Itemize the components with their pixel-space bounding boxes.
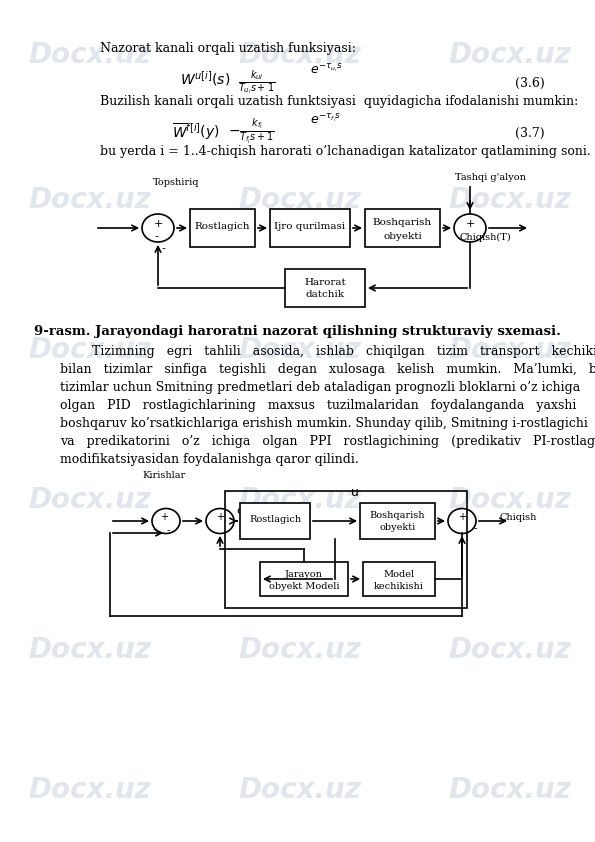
Text: obyekti: obyekti (380, 523, 416, 532)
Text: $e^{-\tau_{u_i}s}$: $e^{-\tau_{u_i}s}$ (310, 63, 343, 77)
Bar (285, 269, 365, 307)
Text: Docx.uz: Docx.uz (239, 336, 361, 364)
Text: +: + (216, 512, 224, 522)
Text: $-\frac{k_{f_i}}{T_{f_i}s+1}$: $-\frac{k_{f_i}}{T_{f_i}s+1}$ (228, 117, 275, 147)
Bar (260, 562, 348, 596)
Text: e1: e1 (236, 506, 250, 516)
Text: -: - (152, 524, 156, 534)
Text: Docx.uz: Docx.uz (239, 636, 361, 664)
Text: Docx.uz: Docx.uz (239, 186, 361, 214)
Text: $\frac{k_{ui}}{T_{u_i}s+1}$: $\frac{k_{ui}}{T_{u_i}s+1}$ (238, 69, 275, 97)
Text: Tizimning   egri   tahlili   asosida,   ishlab   chiqilgan   tizim   transport  : Tizimning egri tahlili asosida, ishlab c… (60, 345, 595, 358)
Text: Docx.uz: Docx.uz (449, 336, 571, 364)
Text: Docx.uz: Docx.uz (449, 41, 571, 69)
Text: boshqaruv ko’rsatkichlariga erishish mumkin. Shunday qilib, Smitning i-rostlagic: boshqaruv ko’rsatkichlariga erishish mum… (60, 417, 588, 430)
Text: bu yerda i = 1..4-chiqish harorati o’lchanadigan katalizator qatlamining soni.: bu yerda i = 1..4-chiqish harorati o’lch… (100, 145, 591, 158)
Text: olgan   PID   rostlagichlarining   maxsus   tuzilmalaridan   foydalanganda   yax: olgan PID rostlagichlarining maxsus tuzi… (60, 399, 577, 412)
Text: Boshqarish: Boshqarish (369, 511, 425, 520)
Text: Docx.uz: Docx.uz (29, 186, 152, 214)
Text: Docx.uz: Docx.uz (239, 486, 361, 514)
Text: Chiqish: Chiqish (500, 513, 537, 522)
Bar (363, 562, 435, 596)
Text: Rostlagich: Rostlagich (195, 222, 250, 231)
Text: Docx.uz: Docx.uz (239, 41, 361, 69)
Text: Model: Model (383, 570, 415, 579)
Text: Kirishlar: Kirishlar (142, 471, 185, 480)
Text: Harorat: Harorat (304, 278, 346, 287)
Text: Docx.uz: Docx.uz (449, 186, 571, 214)
Text: 9-rasm. Jarayondagi haroratni nazorat qilishning strukturaviy sxemasi.: 9-rasm. Jarayondagi haroratni nazorat qi… (33, 325, 560, 338)
Text: Docx.uz: Docx.uz (449, 636, 571, 664)
Text: -: - (166, 525, 170, 535)
Text: Rostlagich: Rostlagich (249, 515, 301, 524)
Text: obyekti: obyekti (383, 232, 422, 241)
Text: datchik: datchik (305, 290, 345, 299)
Text: obyekt Modeli: obyekt Modeli (269, 582, 339, 591)
Text: +: + (458, 512, 466, 522)
Text: Ijro qurilmasi: Ijro qurilmasi (274, 222, 346, 231)
Text: +: + (160, 512, 168, 522)
Text: kechikishi: kechikishi (374, 582, 424, 591)
Bar (270, 209, 350, 247)
Bar (190, 209, 255, 247)
Text: Topshiriq: Topshiriq (153, 178, 199, 187)
Text: $e^{-\tau_{f_i}s}$: $e^{-\tau_{f_i}s}$ (310, 113, 341, 127)
Text: u: u (351, 486, 359, 499)
Text: Tashqi g'alyon: Tashqi g'alyon (455, 173, 526, 182)
Text: Buzilish kanali orqali uzatish funktsiyasi  quyidagicha ifodalanishi mumkin:: Buzilish kanali orqali uzatish funktsiya… (100, 95, 578, 108)
Text: tizimlar uchun Smitning predmetlari deb ataladigan prognozli bloklarni o’z ichig: tizimlar uchun Smitning predmetlari deb … (60, 381, 580, 394)
Text: +: + (465, 219, 475, 229)
Bar (360, 503, 435, 539)
Bar (365, 209, 440, 247)
Text: Docx.uz: Docx.uz (449, 776, 571, 804)
Text: $\overline{W}^{f[i]}(y)$: $\overline{W}^{f[i]}(y)$ (172, 121, 220, 141)
Text: -: - (154, 231, 158, 241)
Text: Docx.uz: Docx.uz (239, 776, 361, 804)
Bar (240, 503, 310, 539)
Text: (3.7): (3.7) (515, 127, 545, 140)
Bar (225, 491, 467, 608)
Text: va   predikatorini   o’z   ichiga   olgan   PPI   rostlagichining   (predikativ : va predikatorini o’z ichiga olgan PPI ro… (60, 435, 595, 448)
Text: +: + (154, 219, 162, 229)
Text: (3.6): (3.6) (515, 77, 545, 90)
Text: Boshqarish: Boshqarish (373, 218, 432, 227)
Text: Docx.uz: Docx.uz (29, 336, 152, 364)
Text: Docx.uz: Docx.uz (449, 486, 571, 514)
Text: Docx.uz: Docx.uz (29, 486, 152, 514)
Text: Docx.uz: Docx.uz (29, 41, 152, 69)
Text: Docx.uz: Docx.uz (29, 636, 152, 664)
Text: bilan   tizimlar   sinfiga   tegishli   degan   xulosaga   kelish   mumkin.   Ma: bilan tizimlar sinfiga tegishli degan xu… (60, 363, 595, 376)
Text: Nazorat kanali orqali uzatish funksiyasi:: Nazorat kanali orqali uzatish funksiyasi… (100, 42, 356, 55)
Text: -: - (161, 243, 165, 253)
Text: Jarayon: Jarayon (285, 570, 323, 579)
Text: $W^{u[i]}(s)$: $W^{u[i]}(s)$ (180, 69, 230, 88)
Text: modifikatsiyasidan foydalanishga qaror qilindi.: modifikatsiyasidan foydalanishga qaror q… (60, 453, 359, 466)
Text: Docx.uz: Docx.uz (29, 776, 152, 804)
Text: -: - (473, 523, 477, 533)
Text: Chiqish(T): Chiqish(T) (460, 233, 512, 242)
